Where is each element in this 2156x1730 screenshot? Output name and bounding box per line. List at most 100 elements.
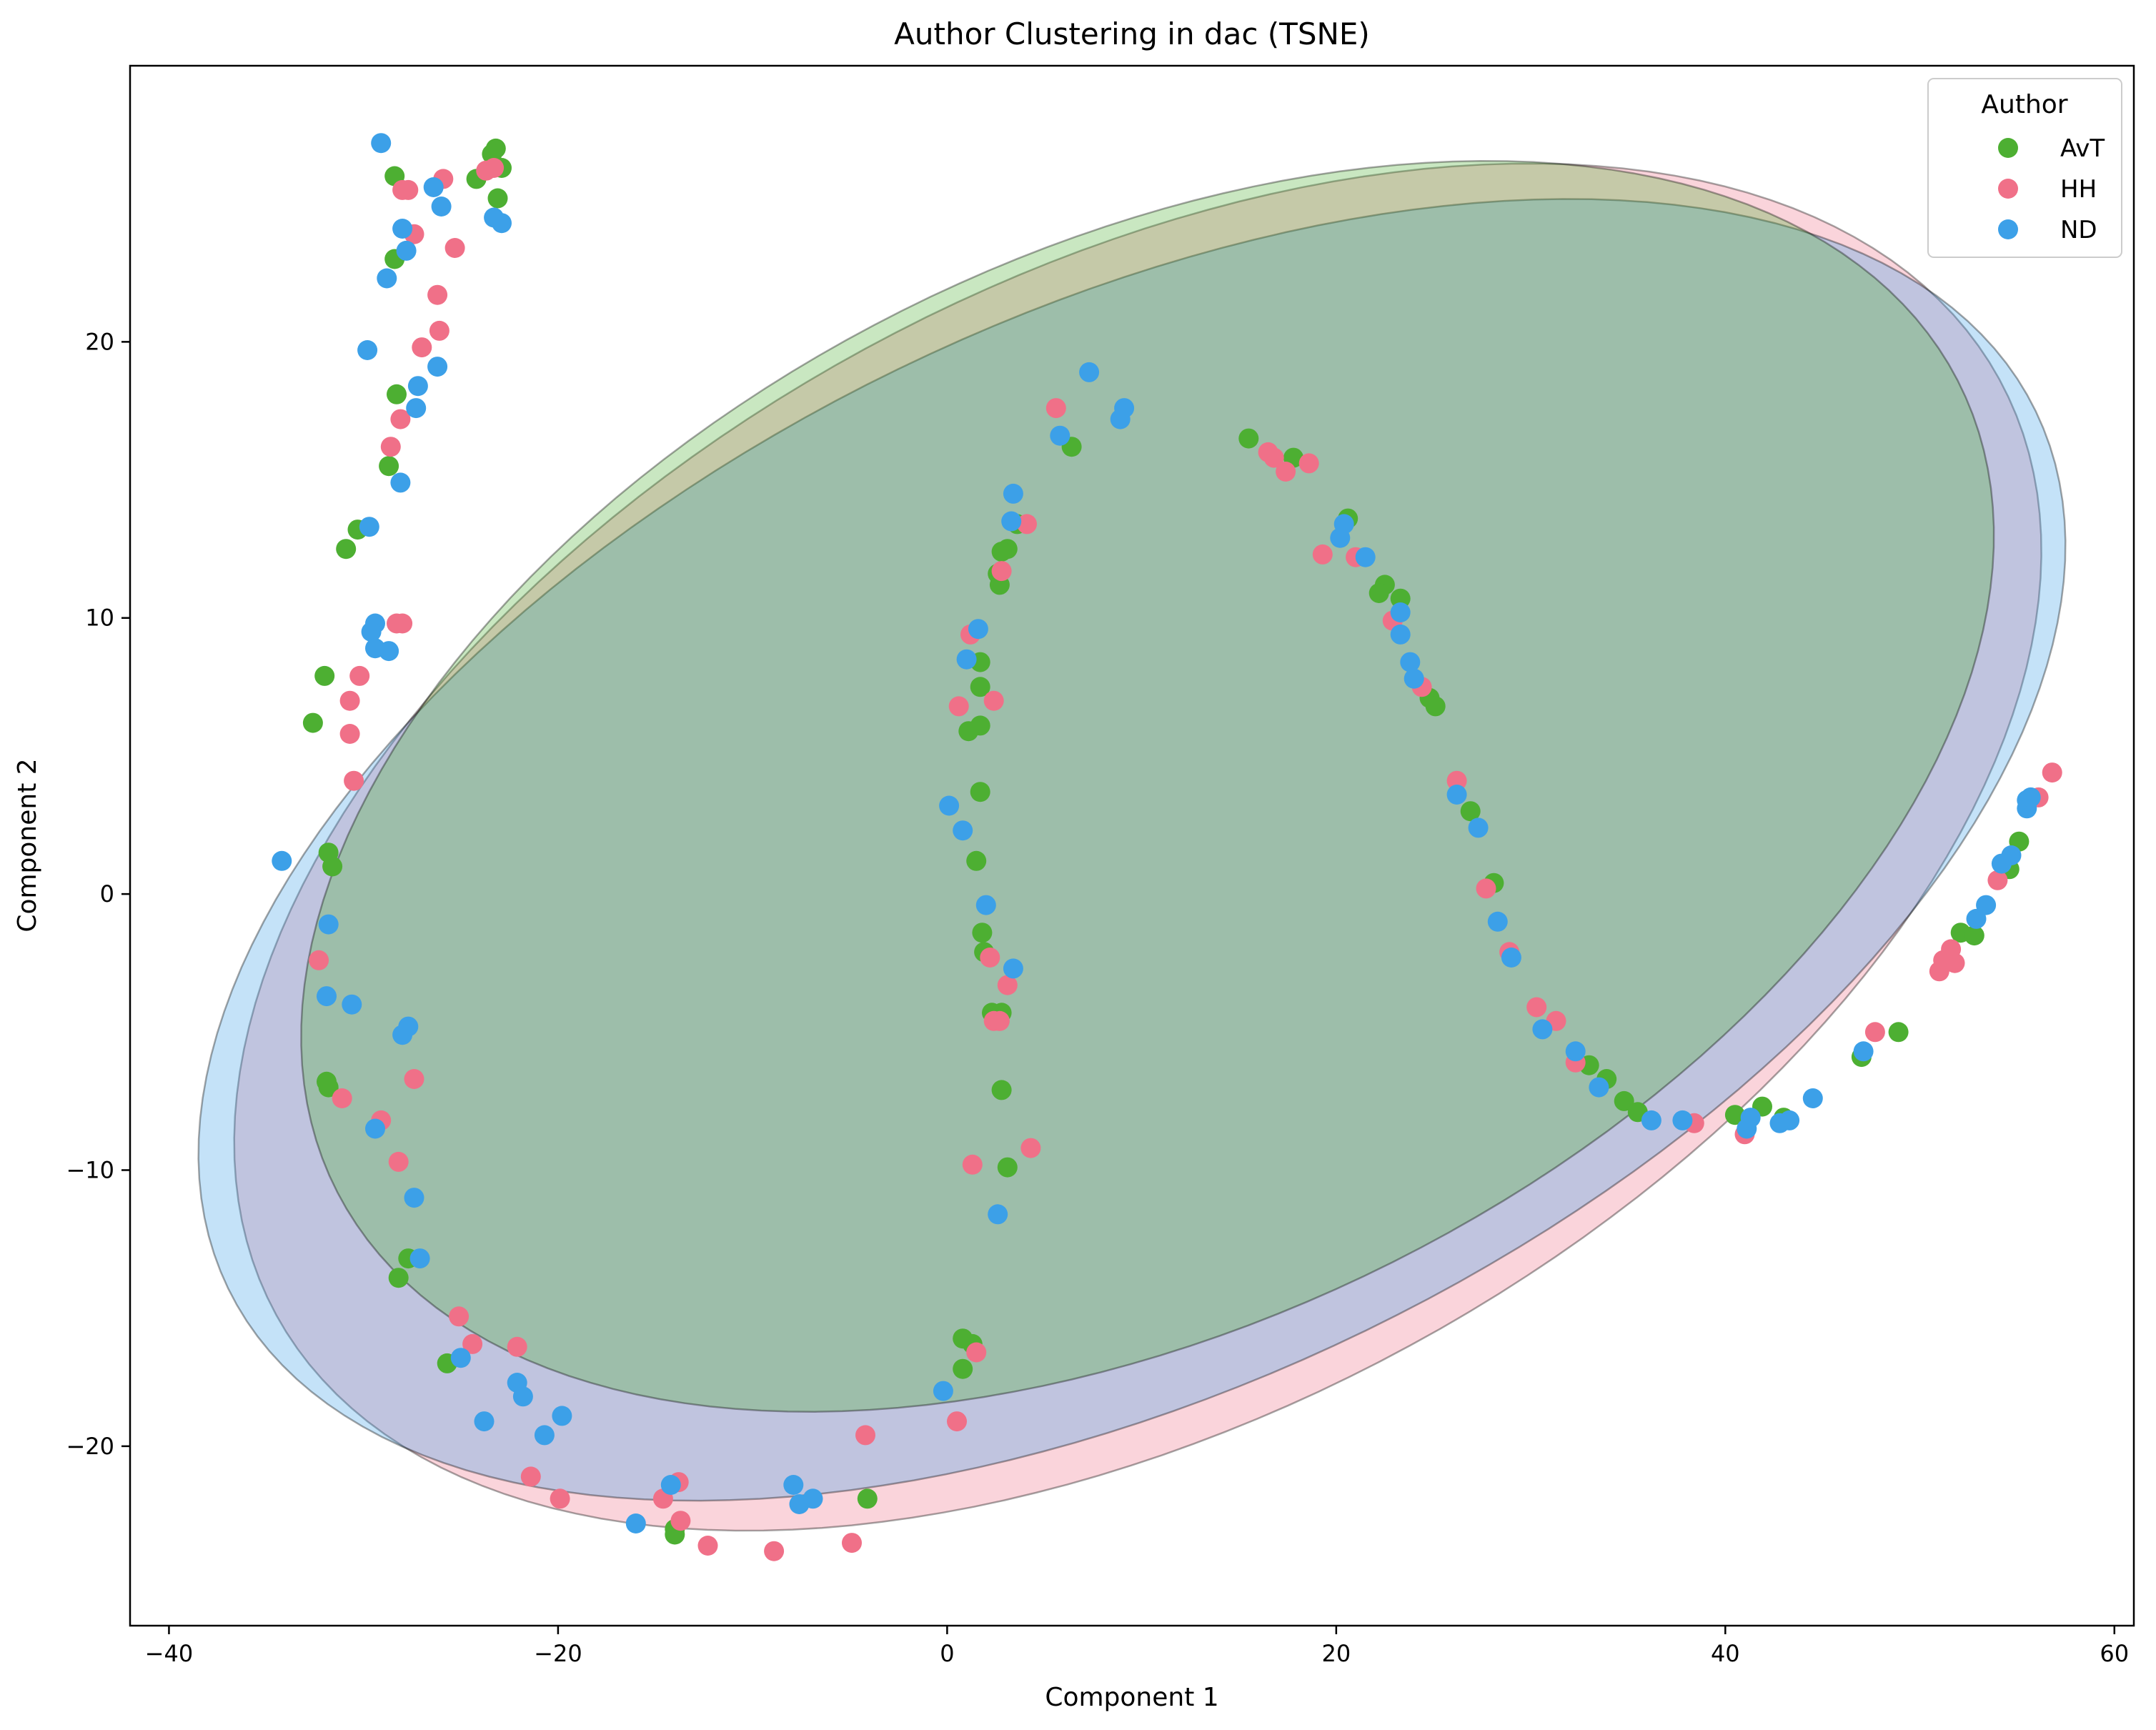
point-nd bbox=[317, 986, 337, 1007]
point-nd bbox=[933, 1381, 953, 1401]
point-nd bbox=[1779, 1110, 1800, 1130]
y-tick-label: −10 bbox=[66, 1156, 114, 1183]
point-nd bbox=[552, 1406, 572, 1426]
point-nd bbox=[939, 795, 960, 816]
point-hh bbox=[550, 1488, 570, 1509]
x-tick-label: −40 bbox=[145, 1640, 194, 1667]
point-hh bbox=[670, 1511, 691, 1531]
point-nd bbox=[357, 340, 378, 360]
point-nd bbox=[1641, 1110, 1661, 1130]
point-avt bbox=[953, 1358, 973, 1379]
point-hh bbox=[344, 770, 364, 791]
point-hh bbox=[966, 1342, 987, 1363]
point-nd bbox=[1400, 652, 1421, 672]
point-nd bbox=[1355, 547, 1376, 567]
point-nd bbox=[660, 1475, 681, 1495]
point-hh bbox=[449, 1306, 470, 1327]
point-avt bbox=[487, 188, 508, 209]
point-nd bbox=[361, 622, 382, 642]
axis-ticks: −40 −20 0 20 40 60 −20 −10 0 10 20 bbox=[66, 328, 2129, 1667]
point-hh bbox=[1476, 878, 1496, 899]
point-nd bbox=[2001, 845, 2022, 865]
x-tick-label: 40 bbox=[1711, 1640, 1740, 1667]
point-hh bbox=[697, 1536, 718, 1556]
point-nd bbox=[953, 820, 973, 841]
legend-marker-nd bbox=[1998, 219, 2018, 239]
point-hh bbox=[1276, 462, 1296, 482]
point-nd bbox=[431, 197, 452, 217]
ellipse-hh bbox=[233, 162, 2042, 1532]
point-nd bbox=[1802, 1088, 1823, 1108]
point-nd bbox=[1487, 911, 1508, 932]
point-nd bbox=[318, 914, 339, 935]
point-nd bbox=[404, 1188, 424, 1208]
point-nd bbox=[1390, 602, 1411, 622]
point-nd bbox=[272, 850, 292, 871]
point-avt bbox=[388, 1268, 409, 1288]
legend-items: AvT HH ND bbox=[1998, 134, 2105, 244]
point-nd bbox=[1404, 668, 1424, 689]
point-hh bbox=[947, 1411, 967, 1432]
data-points bbox=[272, 133, 2062, 1561]
point-nd bbox=[1446, 785, 1467, 805]
point-hh bbox=[398, 179, 419, 200]
point-hh bbox=[1312, 544, 1333, 565]
legend-label-hh: HH bbox=[2060, 175, 2097, 204]
point-hh bbox=[948, 696, 969, 717]
point-nd bbox=[396, 240, 417, 261]
legend-marker-hh bbox=[1998, 179, 2018, 199]
point-avt bbox=[991, 542, 1012, 562]
point-nd bbox=[1589, 1077, 1609, 1098]
point-hh bbox=[412, 337, 432, 358]
point-nd bbox=[1976, 895, 1997, 915]
point-nd bbox=[409, 1248, 430, 1269]
point-avt bbox=[857, 1488, 878, 1509]
point-nd bbox=[625, 1513, 646, 1533]
point-avt bbox=[1368, 583, 1389, 603]
point-avt bbox=[314, 665, 335, 686]
point-hh bbox=[339, 690, 360, 711]
x-tick-label: 60 bbox=[2100, 1640, 2129, 1667]
point-avt bbox=[322, 856, 343, 877]
point-nd bbox=[956, 649, 977, 670]
point-avt bbox=[379, 456, 399, 477]
legend-label-nd: ND bbox=[2060, 216, 2097, 244]
point-nd bbox=[1050, 425, 1070, 446]
point-avt bbox=[336, 539, 357, 560]
point-hh bbox=[980, 948, 1000, 968]
point-hh bbox=[309, 950, 329, 970]
point-nd bbox=[2020, 787, 2041, 807]
point-hh bbox=[507, 1336, 527, 1357]
point-hh bbox=[388, 1151, 409, 1172]
point-nd bbox=[371, 133, 392, 154]
y-tick-label: −20 bbox=[66, 1433, 114, 1460]
point-hh bbox=[1446, 770, 1467, 791]
point-avt bbox=[972, 923, 993, 943]
x-tick-label: 0 bbox=[940, 1640, 954, 1667]
point-hh bbox=[404, 1069, 424, 1089]
point-nd bbox=[988, 1204, 1008, 1225]
point-hh bbox=[390, 409, 411, 429]
ellipse-avt bbox=[300, 159, 1995, 1413]
point-nd bbox=[474, 1411, 495, 1432]
point-nd bbox=[407, 376, 428, 397]
y-tick-label: 20 bbox=[85, 328, 114, 355]
point-hh bbox=[339, 724, 360, 744]
point-hh bbox=[855, 1425, 875, 1446]
point-hh bbox=[484, 158, 505, 178]
y-axis-label: Component 2 bbox=[13, 758, 42, 932]
point-hh bbox=[444, 238, 465, 258]
point-avt bbox=[1390, 588, 1411, 609]
point-hh bbox=[962, 1154, 983, 1175]
point-avt bbox=[997, 1157, 1018, 1178]
point-avt bbox=[387, 384, 407, 404]
point-hh bbox=[983, 690, 1004, 711]
point-nd bbox=[365, 1118, 385, 1139]
point-hh bbox=[989, 1010, 1010, 1031]
point-nd bbox=[377, 268, 397, 289]
point-nd bbox=[1003, 958, 1023, 979]
ellipse-nd bbox=[197, 198, 2067, 1502]
point-hh bbox=[427, 284, 448, 305]
point-hh bbox=[1020, 1138, 1041, 1158]
